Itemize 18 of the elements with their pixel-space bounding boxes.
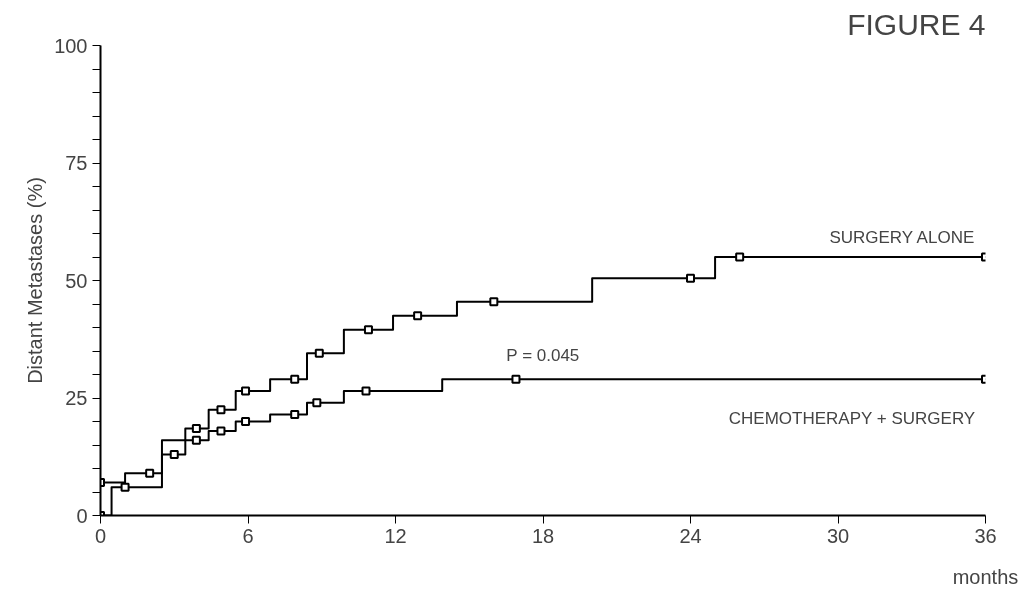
x-tick-label: 24: [679, 524, 702, 547]
x-tick-label: 30: [826, 524, 850, 547]
x-tick-label: 6: [242, 524, 254, 547]
series-label: SURGERY ALONE: [829, 228, 975, 247]
y-axis-title: Distant Metastases (%): [24, 177, 47, 384]
y-tick-label: 25: [65, 387, 88, 409]
y-tick-label: 75: [65, 152, 88, 174]
x-tick-label: 12: [384, 524, 407, 547]
x-axis-title: months: [952, 565, 1019, 588]
y-tick-label: 100: [54, 34, 88, 57]
chart-title: FIGURE 4: [847, 7, 986, 41]
series-label: CHEMOTHERAPY + SURGERY: [728, 409, 976, 429]
x-tick-label: 0: [94, 524, 107, 547]
x-tick-label: 18: [531, 524, 555, 547]
y-tick-label: 0: [76, 504, 88, 527]
x-tick-label: 36: [974, 524, 997, 547]
annotation: P = 0.045: [506, 346, 580, 366]
y-tick-label: 50: [65, 269, 88, 292]
